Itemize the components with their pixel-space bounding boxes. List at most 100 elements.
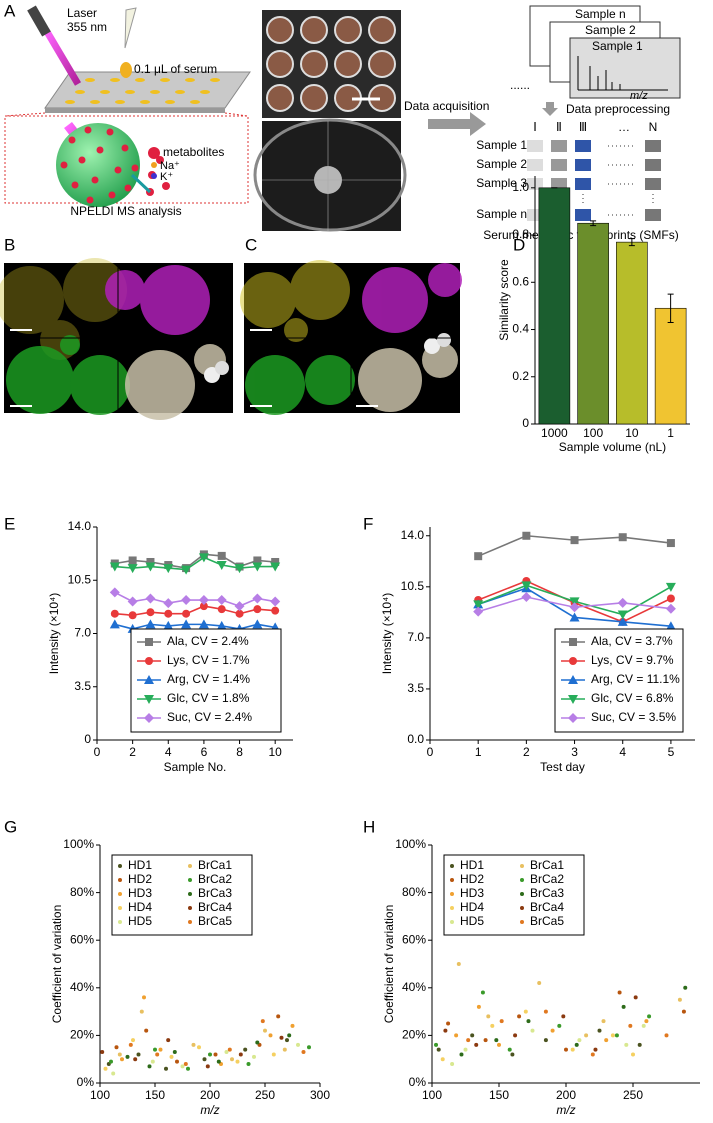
x-tick-label: 10: [625, 426, 639, 440]
point: [474, 1042, 479, 1047]
feature-label: …: [618, 120, 630, 134]
point: [510, 1052, 515, 1057]
legend-label: BrCa3: [530, 886, 564, 900]
panel-label: D: [513, 235, 525, 254]
point: [252, 1054, 256, 1059]
legend-label: HD2: [128, 872, 152, 886]
legend-label: Arg, CV = 1.4%: [167, 672, 250, 686]
point: [279, 1035, 284, 1040]
point: [434, 1042, 439, 1047]
point: [577, 1038, 582, 1043]
point: [276, 1014, 281, 1019]
legend-label: Glc, CV = 1.8%: [167, 691, 250, 705]
line: [114, 591, 276, 607]
marker: [144, 713, 154, 723]
x-tick-label: 100: [90, 1088, 110, 1102]
point: [530, 1028, 535, 1033]
point: [131, 1038, 135, 1043]
y-tick-label: 0.8: [512, 227, 529, 241]
point: [208, 1052, 212, 1057]
point: [454, 1033, 459, 1038]
marker: [252, 593, 263, 604]
point: [175, 1059, 179, 1064]
legend-label: BrCa2: [198, 872, 232, 886]
point: [139, 1009, 144, 1014]
legend-label: Glc, CV = 6.8%: [591, 691, 674, 705]
point: [604, 1038, 609, 1043]
marker: [252, 619, 263, 629]
marker: [270, 596, 281, 607]
point: [142, 995, 146, 1000]
legend-marker: [520, 920, 524, 924]
legend-label: BrCa5: [198, 914, 232, 928]
point: [617, 990, 622, 995]
y-tick-label: 20%: [402, 1028, 426, 1042]
point: [483, 1038, 488, 1043]
x-tick-label: 100: [422, 1088, 442, 1102]
marker: [271, 557, 280, 566]
point: [191, 1042, 196, 1047]
point: [301, 1050, 306, 1055]
marker: [665, 621, 676, 631]
point: [153, 1047, 157, 1052]
marker: [146, 608, 155, 617]
point: [169, 1054, 174, 1059]
y-tick-label: 0.0: [407, 732, 424, 746]
marker: [253, 556, 262, 565]
point: [476, 1004, 481, 1009]
x-tick-label: 100: [583, 426, 603, 440]
point: [543, 1038, 548, 1043]
x-tick-label: 0: [427, 745, 434, 759]
legend-label: BrCa1: [530, 858, 564, 872]
point: [238, 1052, 243, 1057]
point: [440, 1057, 445, 1062]
marker: [144, 695, 154, 704]
point: [494, 1038, 499, 1043]
point: [103, 1066, 108, 1071]
y-tick-label: 10.5: [68, 572, 92, 586]
x-tick-label: 2: [523, 745, 530, 759]
zoom-box: [4, 115, 249, 204]
point: [213, 1052, 218, 1057]
point: [641, 1023, 646, 1028]
panel-label: F: [363, 514, 373, 533]
marker: [128, 556, 137, 565]
legend-marker: [450, 920, 454, 924]
label: Na⁺: [160, 160, 180, 172]
point: [610, 1033, 615, 1038]
row-label: Sample n: [476, 207, 527, 221]
marker: [216, 561, 227, 571]
y-tick-label: 0.2: [512, 369, 529, 383]
y-tick-label: 0: [522, 416, 529, 430]
point: [197, 1045, 201, 1050]
legend-box: [111, 854, 253, 936]
marker: [253, 605, 262, 614]
x-tick-label: 6: [201, 745, 208, 759]
plate-edge: [45, 108, 225, 113]
y-tick-label: 20%: [70, 1028, 94, 1042]
marker: [569, 597, 580, 607]
marker: [144, 675, 154, 684]
x-tick-label: 1000: [541, 426, 568, 440]
marker: [145, 638, 153, 646]
droplet: [120, 62, 132, 78]
marker: [198, 619, 209, 629]
point: [296, 1042, 300, 1047]
legend-label: HD1: [128, 858, 152, 872]
marker: [217, 551, 226, 560]
feature-label: Ⅰ: [533, 120, 537, 134]
point: [593, 1047, 598, 1052]
point: [456, 962, 461, 966]
point: [601, 1019, 606, 1024]
marker: [522, 531, 531, 540]
point: [523, 1009, 528, 1014]
marker: [127, 596, 138, 607]
y-tick-label: 10.5: [401, 579, 425, 593]
marker: [570, 536, 579, 545]
point: [597, 1028, 602, 1033]
feature-label: Ⅲ: [579, 120, 587, 134]
marker: [109, 619, 120, 629]
error-bar: [667, 293, 674, 323]
point: [637, 1042, 642, 1047]
point: [202, 1057, 207, 1062]
